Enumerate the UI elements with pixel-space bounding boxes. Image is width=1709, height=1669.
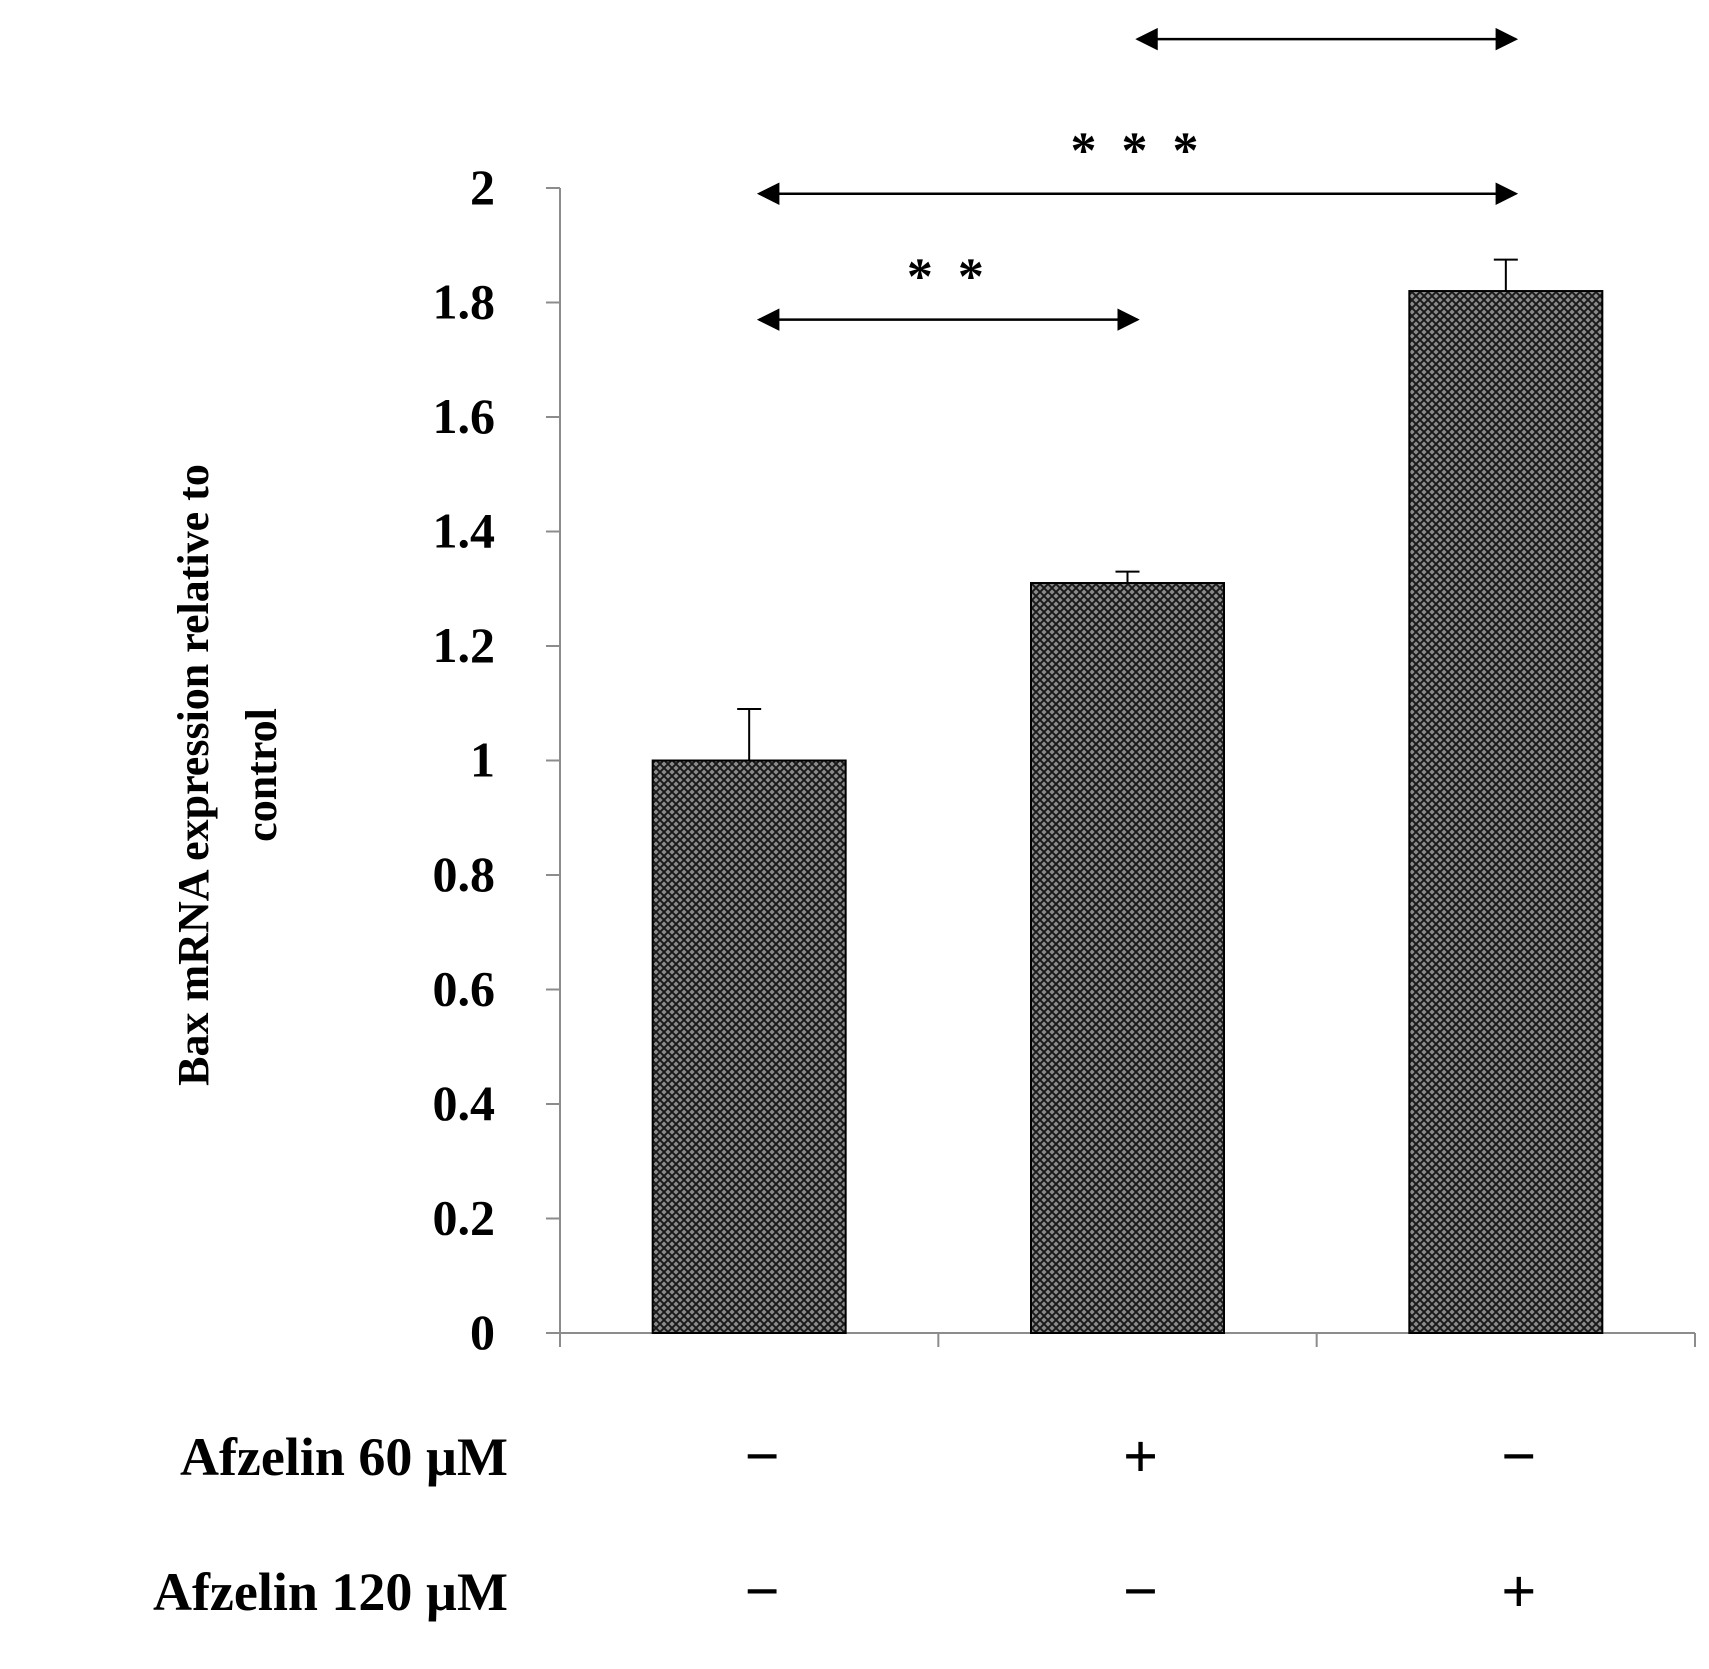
y-tick-label: 1.8 bbox=[433, 274, 496, 330]
y-tick-label: 1.6 bbox=[433, 388, 496, 444]
y-tick-label: 0.8 bbox=[433, 846, 496, 902]
y-tick-label: 1.2 bbox=[433, 617, 496, 673]
y-ticks: 0 0.2 0.4 0.6 0.8 1 1.2 1.4 1.6 1.8 2 bbox=[433, 159, 560, 1360]
y-tick-label: 0.2 bbox=[433, 1190, 496, 1246]
y-axis-label: Bax mRNA expression relative to control bbox=[169, 464, 286, 1086]
y-axis-label-line-1: Bax mRNA expression relative to bbox=[169, 464, 218, 1086]
y-tick-label: 1 bbox=[470, 732, 495, 788]
treatment-sign: − bbox=[1123, 1558, 1158, 1626]
treatment-row-label-1: Afzelin 60 µM bbox=[180, 1427, 508, 1487]
treatment-row-label-2: Afzelin 120 µM bbox=[153, 1562, 508, 1622]
treatment-sign: + bbox=[1123, 1423, 1158, 1491]
significance-label-2: * * * bbox=[1071, 123, 1205, 180]
significance-annotations: * * * * * * * bbox=[756, 0, 1519, 331]
treatment-table: Afzelin 60 µM − + − Afzelin 120 µM − − + bbox=[153, 1423, 1537, 1626]
error-bars bbox=[737, 258, 1518, 761]
significance-label-1: * * bbox=[907, 249, 990, 306]
y-tick-label: 0.4 bbox=[433, 1075, 496, 1131]
y-tick-label: 0.6 bbox=[433, 961, 496, 1017]
y-tick-label: 1.4 bbox=[433, 503, 496, 559]
y-tick-label: 0 bbox=[470, 1304, 495, 1360]
significance-label-3: * * bbox=[1285, 0, 1368, 25]
treatment-sign: − bbox=[744, 1423, 779, 1491]
treatment-sign: + bbox=[1501, 1558, 1536, 1626]
treatment-sign: − bbox=[744, 1558, 779, 1626]
bar-2 bbox=[1030, 582, 1225, 1334]
bar-1 bbox=[651, 759, 847, 1334]
y-axis-label-line-2: control bbox=[237, 708, 286, 842]
bar-3 bbox=[1408, 290, 1604, 1334]
treatment-sign: − bbox=[1501, 1423, 1536, 1491]
y-tick-label: 2 bbox=[470, 159, 495, 215]
bars bbox=[651, 290, 1604, 1334]
